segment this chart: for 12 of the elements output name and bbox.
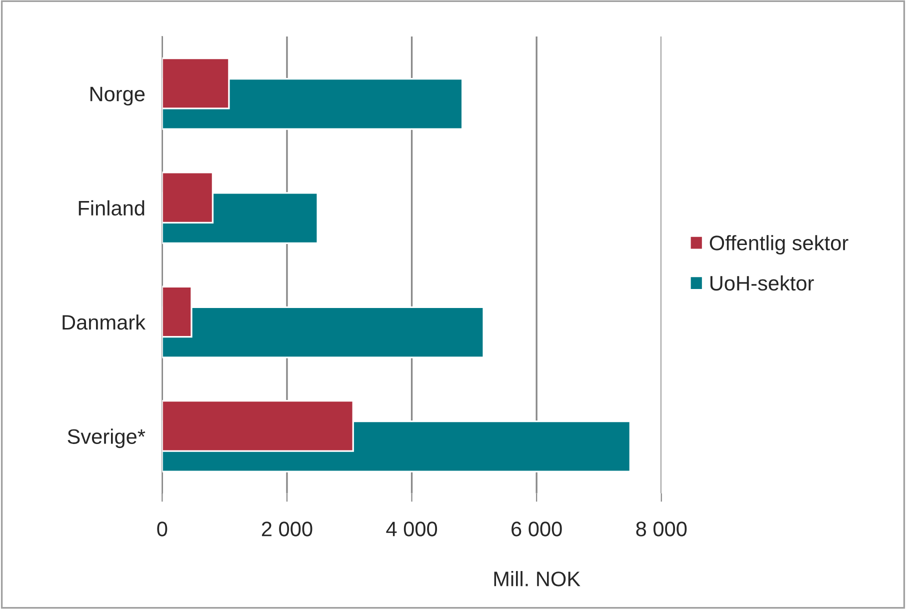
- y-tick-label: Sverige*: [68, 428, 146, 448]
- x-axis-title: Mill. NOK: [494, 571, 580, 586]
- legend-label: Offentlig sektor: [710, 235, 848, 254]
- y-tick-label: Finland: [78, 200, 144, 216]
- x-tick-label: 0: [157, 522, 168, 536]
- legend-label: UoH-sektor: [710, 275, 814, 291]
- x-tick-label: 2 000: [262, 522, 312, 536]
- x-tick-label: 4 000: [386, 522, 438, 536]
- x-tick-label: 8 000: [636, 522, 687, 536]
- y-tick-label: Danmark: [62, 314, 146, 330]
- x-tick-label: 6 000: [512, 522, 562, 536]
- y-tick-label: Norge: [90, 86, 145, 106]
